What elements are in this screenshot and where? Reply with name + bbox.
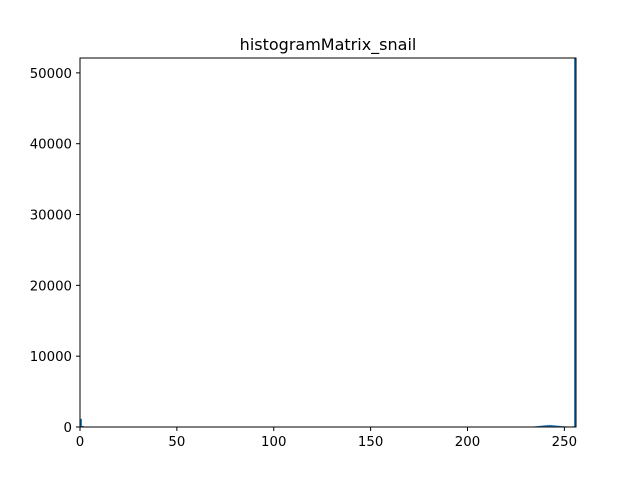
y-tick-label: 50000 [30, 67, 72, 82]
x-tick-label: 250 [552, 435, 577, 450]
histogram-bar [558, 425, 561, 427]
x-tick-label: 100 [261, 435, 286, 450]
chart-title: histogramMatrix_snail [240, 35, 417, 55]
histogram-bar [548, 424, 551, 427]
histogram-bar [556, 425, 559, 427]
histogram-bar [539, 425, 542, 427]
histogram-bar [574, 58, 576, 427]
x-tick-label: 200 [455, 435, 480, 450]
histogram-bar [81, 425, 84, 427]
histogram-bar [546, 424, 549, 427]
histogram-bar [545, 425, 547, 427]
histogram-bar [543, 425, 545, 427]
y-tick-label: 40000 [30, 138, 72, 153]
histogram-bar [541, 425, 544, 427]
x-tick-label: 50 [168, 435, 185, 450]
y-tick-label: 20000 [30, 279, 72, 294]
y-tick-label: 10000 [30, 350, 72, 365]
histogram-bar [552, 425, 555, 427]
bars-layer [80, 58, 576, 427]
axes-layer: 0 50 100 150 200 250 0 10000 20000 30000 40000 5000… [30, 67, 577, 450]
histogram-bar [80, 418, 82, 427]
histogram-bar [554, 425, 557, 427]
x-tick-label: 0 [76, 435, 84, 450]
y-tick-label: 30000 [30, 209, 72, 224]
y-tick-label: 0 [64, 421, 72, 436]
histogram-bar [550, 425, 553, 427]
plot-frame [79, 57, 577, 428]
x-tick-label: 150 [358, 435, 383, 450]
